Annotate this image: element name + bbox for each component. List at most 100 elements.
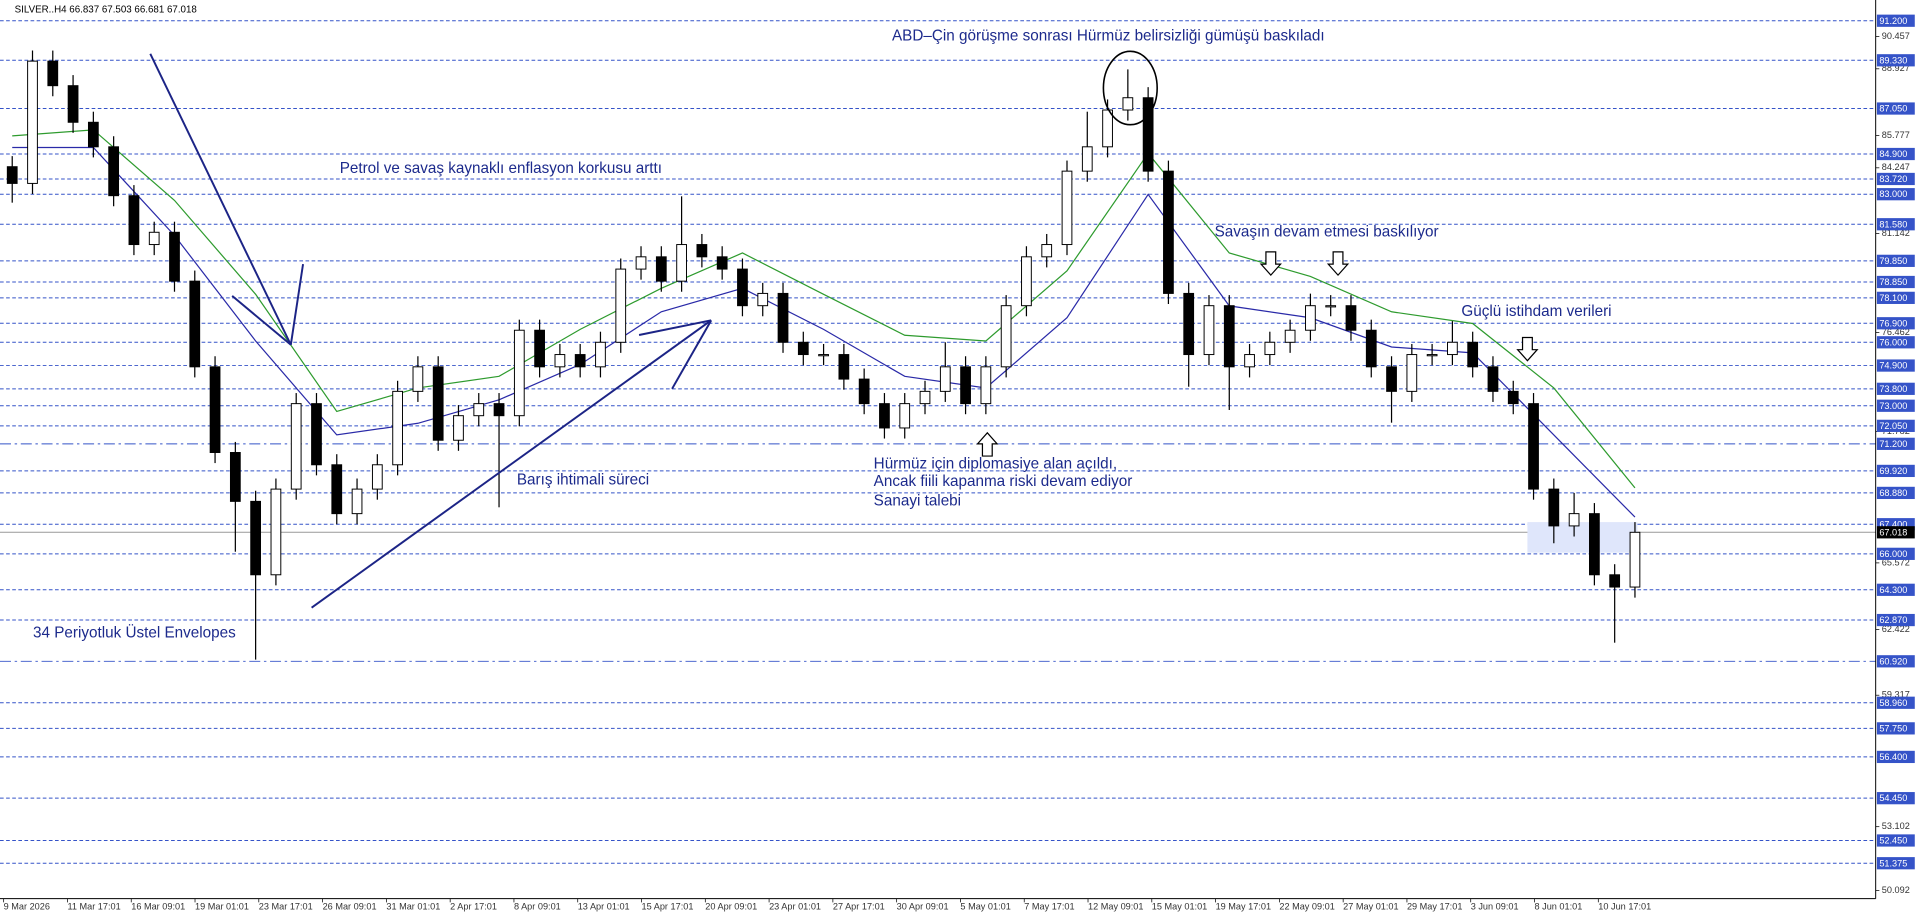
annotation: 34 Periyotluk Üstel Envelopes xyxy=(33,623,236,641)
level-label-box xyxy=(1876,275,1915,289)
level-label-box xyxy=(1876,419,1915,432)
level-label: 62.870 xyxy=(1879,615,1907,625)
x-tick-label: 23 Mar 17:01 xyxy=(259,902,313,912)
x-tick-label: 8 Apr 09:01 xyxy=(514,902,561,912)
x-tick-label: 22 May 09:01 xyxy=(1279,902,1334,912)
level-label: 76.900 xyxy=(1879,318,1907,328)
candle-body xyxy=(1568,513,1580,527)
annotation: Savaşın devam etmesi baskılıyor xyxy=(1215,223,1439,240)
trend-line xyxy=(149,53,292,346)
candle-body xyxy=(371,464,383,490)
x-tick-label: 23 Apr 01:01 xyxy=(769,902,821,912)
trend-line xyxy=(311,319,712,609)
level-label-box xyxy=(1876,547,1915,560)
x-tick-label: 26 Mar 09:01 xyxy=(323,902,377,912)
candle-body xyxy=(513,329,525,417)
level-label: 89.330 xyxy=(1879,55,1907,65)
candle-body xyxy=(939,366,951,392)
y-tick-label: 85.777 xyxy=(1882,130,1910,140)
candle-body xyxy=(818,354,829,357)
candle-body xyxy=(1000,305,1012,368)
annotations: SILVER..H4 66.837 67.503 66.681 67.018 A… xyxy=(15,4,1612,641)
level-label-box xyxy=(1876,696,1915,709)
level-label: 78.100 xyxy=(1879,293,1907,303)
x-tick-label: 11 Mar 17:01 xyxy=(67,902,120,912)
x-tick-label: 2 Apr 17:01 xyxy=(450,902,497,912)
x-tick-label: 19 Mar 01:01 xyxy=(195,902,249,912)
level-label: 71.200 xyxy=(1879,439,1907,449)
x-tick-label: 16 Mar 09:01 xyxy=(131,902,185,912)
y-tick-label: 62.422 xyxy=(1882,624,1910,634)
candle-body xyxy=(1325,305,1337,308)
level-label: 76.000 xyxy=(1879,337,1907,347)
annotation: Sanayi talebi xyxy=(874,492,961,509)
x-tick-label: 27 May 01:01 xyxy=(1343,902,1398,912)
candle-body xyxy=(1081,146,1093,172)
level-label-box xyxy=(1876,464,1915,478)
candle-body xyxy=(148,231,160,246)
candle-body xyxy=(432,366,444,441)
candle-body xyxy=(1142,97,1154,172)
level-label: 73.800 xyxy=(1879,384,1907,394)
candle-body xyxy=(554,354,566,368)
level-label-box xyxy=(1876,291,1915,304)
x-tick-label: 30 Apr 09:01 xyxy=(897,902,949,912)
candle-body xyxy=(1406,354,1418,392)
level-label: 60.920 xyxy=(1879,656,1907,666)
x-tick-label: 29 May 17:01 xyxy=(1407,902,1462,912)
candle-body xyxy=(1589,513,1600,576)
annotation: ABD–Çin görüşme sonrası Hürmüz belirsizl… xyxy=(892,28,1325,45)
highlight-circle xyxy=(1102,50,1158,126)
annotation: Hürmüz için diplomasiye alan açıldı, xyxy=(874,456,1117,473)
level-label-box xyxy=(1876,336,1915,349)
candle-body xyxy=(838,354,850,380)
trend-line xyxy=(289,263,305,345)
level-label: 91.200 xyxy=(1879,16,1907,26)
candle-body xyxy=(392,390,403,466)
level-label: 84.900 xyxy=(1879,149,1907,159)
level-label-box xyxy=(1876,317,1915,330)
overlay xyxy=(149,50,1539,609)
candle-body xyxy=(1305,305,1316,331)
candle-body xyxy=(980,366,992,405)
highlight-zone xyxy=(1527,522,1638,553)
candle-body xyxy=(858,378,870,405)
candle-body xyxy=(797,341,809,356)
candle-body xyxy=(615,268,627,343)
trend-line xyxy=(231,295,292,346)
candle-body xyxy=(1021,256,1032,307)
level-label-box xyxy=(1876,172,1915,186)
annotation: Güçlü istihdam verileri xyxy=(1461,303,1611,320)
x-tick-label: 13 Apr 01:01 xyxy=(578,902,630,912)
level-label-box xyxy=(1876,218,1915,231)
candle-body xyxy=(412,366,424,392)
arrow-down xyxy=(1259,251,1282,277)
candle-body xyxy=(47,60,59,87)
candle-body xyxy=(1426,354,1438,357)
y-tick-label: 53.102 xyxy=(1882,821,1910,831)
annotation: Barış ihtimali süreci xyxy=(517,472,649,489)
candle-body xyxy=(87,121,99,148)
candle-body xyxy=(534,329,545,368)
level-label: 72.050 xyxy=(1879,421,1907,431)
candle-body xyxy=(879,403,890,429)
level-label-box xyxy=(1876,750,1915,764)
candle-body xyxy=(1223,305,1235,368)
candle-body xyxy=(676,244,687,282)
level-label: 68.880 xyxy=(1879,488,1907,498)
level-label-box xyxy=(1876,54,1915,67)
candle-body xyxy=(1609,574,1621,588)
candle-body xyxy=(1507,390,1519,405)
arrow-up xyxy=(976,431,999,457)
candle-body xyxy=(1345,305,1357,331)
candle-body xyxy=(229,452,241,502)
level-label-box xyxy=(1876,792,1915,805)
level-label-box xyxy=(1876,613,1915,627)
level-label: 54.450 xyxy=(1879,793,1907,803)
candle-body xyxy=(453,415,464,441)
candle-body xyxy=(108,146,120,197)
x-tick-label: 15 Apr 17:01 xyxy=(642,902,694,912)
candle-body xyxy=(655,256,667,282)
candle-body xyxy=(574,354,586,368)
candle-body xyxy=(919,390,931,405)
